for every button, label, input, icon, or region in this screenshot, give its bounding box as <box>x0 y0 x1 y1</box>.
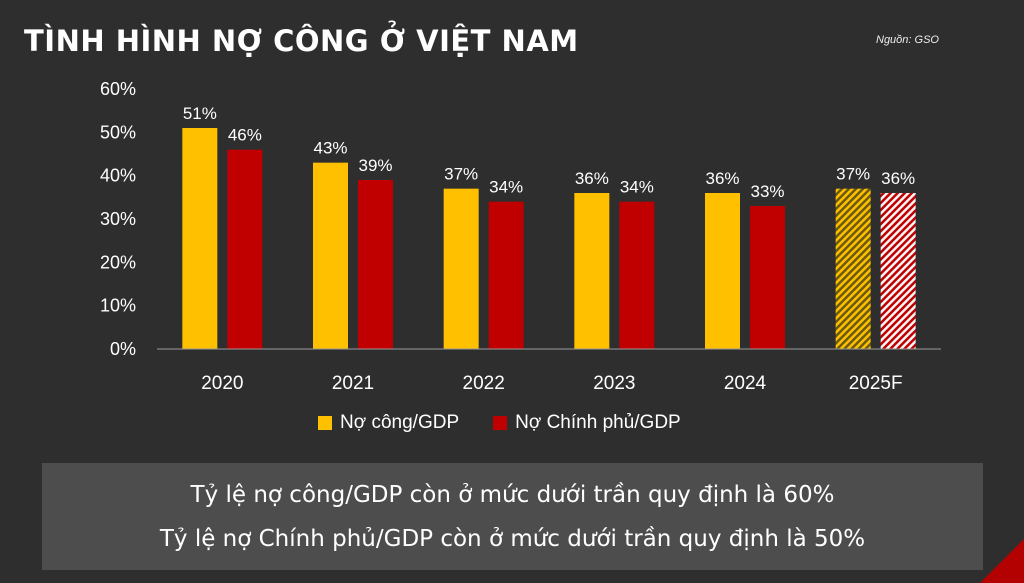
data-label-government-debt: 36% <box>881 169 915 188</box>
bar-public-debt <box>835 188 871 349</box>
data-label-government-debt: 33% <box>750 182 784 201</box>
bar-public-debt <box>574 193 610 349</box>
bar-government-debt <box>227 149 263 349</box>
bar-public-debt <box>313 162 348 349</box>
chart-legend: Nợ công/GDP Nợ Chính phủ/GDP <box>318 412 681 434</box>
data-label-public-debt: 37% <box>444 165 478 184</box>
legend-label-government-debt: Nợ Chính phủ/GDP <box>515 412 681 433</box>
data-label-government-debt: 34% <box>620 178 654 197</box>
bar-government-debt <box>488 201 524 349</box>
data-label-government-debt: 46% <box>228 126 262 145</box>
y-tick-label: 0% <box>110 339 136 359</box>
y-tick-label: 50% <box>100 122 136 142</box>
y-tick-label: 20% <box>100 252 136 272</box>
bar-public-debt <box>443 188 479 349</box>
summary-line-public-debt: Tỷ lệ nợ công/GDP còn ở mức dưới trần qu… <box>190 481 835 508</box>
bar-government-debt <box>619 201 655 349</box>
bar-public-debt <box>705 193 740 349</box>
y-tick-label: 60% <box>100 79 136 99</box>
page-title: TÌNH HÌNH NỢ CÔNG Ở VIỆT NAM <box>24 24 579 58</box>
summary-line-government-debt: Tỷ lệ nợ Chính phủ/GDP còn ở mức dưới tr… <box>159 525 866 552</box>
x-tick-label: 2021 <box>332 373 374 394</box>
data-label-public-debt: 36% <box>705 169 739 188</box>
y-tick-label: 10% <box>100 296 136 316</box>
x-tick-label: 2023 <box>593 373 635 394</box>
data-label-public-debt: 37% <box>836 165 870 184</box>
y-tick-label: 40% <box>100 166 136 186</box>
bar-government-debt <box>358 180 393 349</box>
summary-box: Tỷ lệ nợ công/GDP còn ở mức dưới trần qu… <box>42 463 983 570</box>
legend-label-public-debt: Nợ công/GDP <box>340 412 460 433</box>
corner-accent <box>980 539 1024 583</box>
bar-government-debt <box>880 193 916 349</box>
legend-item-government-debt: Nợ Chính phủ/GDP <box>493 412 681 434</box>
data-label-public-debt: 36% <box>575 169 609 188</box>
data-label-government-debt: 39% <box>358 156 392 175</box>
data-label-government-debt: 34% <box>489 178 523 197</box>
data-label-public-debt: 43% <box>313 139 347 158</box>
x-tick-label: 2025F <box>849 373 903 394</box>
x-tick-label: 2020 <box>201 373 243 394</box>
legend-item-public-debt: Nợ công/GDP <box>318 412 459 434</box>
source-note: Nguồn: GSO <box>876 34 939 46</box>
legend-swatch-government-debt <box>493 416 508 430</box>
x-tick-label: 2022 <box>463 373 505 394</box>
legend-swatch-public-debt <box>318 416 332 430</box>
bar-government-debt <box>750 206 785 349</box>
data-label-public-debt: 51% <box>183 104 217 123</box>
x-tick-label: 2024 <box>724 373 767 394</box>
y-tick-label: 30% <box>100 209 136 229</box>
bar-public-debt <box>182 128 218 349</box>
